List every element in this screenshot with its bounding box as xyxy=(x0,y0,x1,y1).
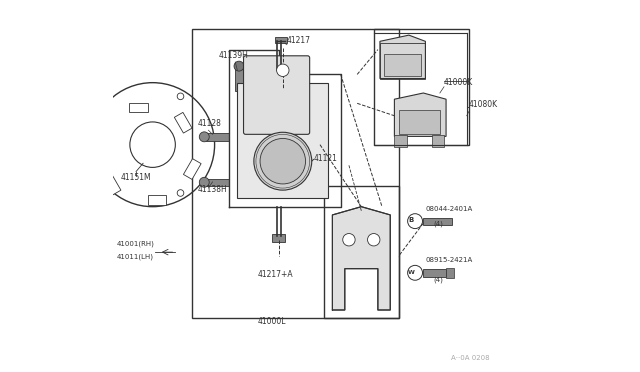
Bar xyxy=(324,186,399,318)
Text: 41000L: 41000L xyxy=(258,317,287,327)
Bar xyxy=(446,268,454,278)
Bar xyxy=(148,195,166,205)
Text: 41217: 41217 xyxy=(287,36,311,45)
Bar xyxy=(236,68,243,91)
Text: 41000K: 41000K xyxy=(444,78,473,87)
Bar xyxy=(103,174,121,195)
Circle shape xyxy=(343,234,355,246)
Text: (4): (4) xyxy=(434,276,444,283)
Bar xyxy=(129,103,148,112)
Circle shape xyxy=(234,61,244,71)
Polygon shape xyxy=(394,93,446,137)
Bar xyxy=(206,133,229,141)
Text: 41080K: 41080K xyxy=(468,100,498,109)
Bar xyxy=(380,44,426,78)
Circle shape xyxy=(199,132,209,142)
Polygon shape xyxy=(380,35,426,78)
Bar xyxy=(174,112,192,133)
Bar xyxy=(275,37,287,44)
Text: 41151M: 41151M xyxy=(121,173,152,182)
Text: 08915-2421A: 08915-2421A xyxy=(426,257,473,263)
Text: A··0A 0208: A··0A 0208 xyxy=(451,355,490,360)
Text: B: B xyxy=(408,217,413,223)
Bar xyxy=(431,135,444,147)
Circle shape xyxy=(260,138,305,184)
FancyBboxPatch shape xyxy=(244,56,310,134)
Text: 41121: 41121 xyxy=(314,154,338,163)
Text: 41217+A: 41217+A xyxy=(258,270,294,279)
Circle shape xyxy=(199,177,209,187)
Bar xyxy=(423,269,446,277)
Bar xyxy=(184,159,201,179)
Bar xyxy=(374,29,468,145)
Bar xyxy=(206,179,229,186)
Circle shape xyxy=(276,64,289,77)
Bar xyxy=(192,29,399,318)
Text: 41139H: 41139H xyxy=(219,51,248,60)
Bar xyxy=(384,54,421,77)
Polygon shape xyxy=(332,207,390,310)
Text: 41128: 41128 xyxy=(198,119,222,128)
Bar xyxy=(394,135,407,147)
Circle shape xyxy=(367,234,380,246)
Bar xyxy=(237,83,328,198)
Bar xyxy=(94,128,112,149)
Bar xyxy=(399,109,440,134)
Text: 41138H: 41138H xyxy=(198,185,228,194)
Text: 41011(LH): 41011(LH) xyxy=(116,253,154,260)
Circle shape xyxy=(254,132,312,190)
Text: (4): (4) xyxy=(434,220,444,227)
Bar xyxy=(423,218,452,225)
Text: 08044-2401A: 08044-2401A xyxy=(426,206,473,212)
Text: 41001(RH): 41001(RH) xyxy=(116,241,154,247)
Bar xyxy=(273,234,285,242)
Text: W: W xyxy=(408,270,414,275)
